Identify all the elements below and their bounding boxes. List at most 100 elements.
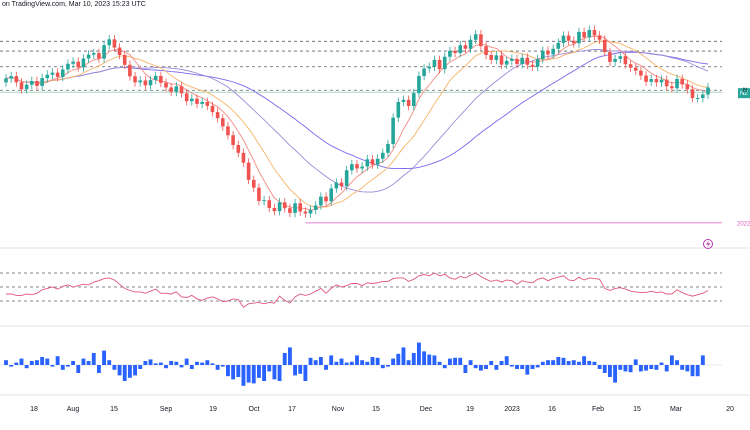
macd-histogram-bar (298, 365, 303, 374)
candle (324, 192, 328, 206)
candle (24, 80, 29, 94)
macd-histogram-bar (607, 365, 612, 377)
candle-body (411, 93, 416, 107)
x-axis-tick-label: 17 (288, 406, 296, 413)
macd-histogram-bar (143, 361, 148, 365)
candle-body (153, 75, 158, 81)
macd-histogram-bar (515, 365, 519, 369)
macd-histogram-bar (236, 365, 241, 377)
candle (231, 130, 235, 150)
candle-body (298, 203, 303, 212)
candle (644, 71, 648, 87)
candle-body (690, 89, 695, 99)
tradingview-watermark: on TradingView.com, Mar 10, 2023 15:23 U… (2, 1, 146, 8)
candle (293, 199, 297, 218)
macd-histogram-bar (60, 365, 65, 370)
macd-histogram-bar (463, 365, 468, 373)
macd-histogram-bar (86, 361, 91, 365)
candle-body (4, 78, 8, 83)
year-level-tag: 2022 (737, 221, 750, 227)
candle (680, 74, 684, 89)
macd-histogram-bar (210, 363, 215, 365)
candle-body (670, 86, 674, 89)
candle (602, 35, 607, 57)
candle-body (551, 48, 555, 55)
macd-histogram-bar (447, 358, 452, 365)
candle-body (535, 59, 540, 67)
candle (484, 41, 488, 60)
candle-body (324, 196, 328, 202)
candle (458, 40, 463, 58)
candle (4, 74, 8, 87)
macd-histogram-bar (29, 361, 34, 365)
candle (608, 47, 612, 67)
candle-body (458, 45, 463, 54)
candle-body (205, 101, 210, 106)
candle (391, 113, 395, 149)
candle (277, 198, 282, 216)
x-axis-tick-label: Nov (332, 406, 345, 413)
candle-body (200, 101, 204, 104)
x-axis-tick-label: Sep (160, 406, 173, 413)
lightning-icon[interactable] (703, 239, 713, 249)
candle (76, 57, 81, 72)
candle (215, 107, 220, 123)
macd-histogram-bar (685, 365, 690, 372)
candle (701, 90, 705, 103)
candle (628, 59, 633, 73)
x-axis-tick-label: Feb (592, 406, 604, 413)
candle (494, 51, 499, 65)
candle (262, 195, 266, 206)
candle-body (251, 179, 256, 188)
ma-fast-line (5, 35, 709, 211)
macd-histogram-bar (329, 355, 334, 365)
candle (40, 73, 44, 91)
candle (685, 80, 690, 94)
macd-histogram-bar (422, 351, 427, 365)
candle-body (556, 42, 561, 49)
macd-histogram-bar (556, 357, 561, 365)
candle (613, 54, 617, 67)
candle-body (344, 170, 349, 187)
candle-body (546, 50, 550, 55)
candle (133, 72, 137, 87)
x-axis-tick-label: Aug (67, 406, 80, 413)
candle-body (613, 58, 617, 62)
macd-histogram-bar (205, 360, 210, 365)
macd-histogram-bar (478, 365, 483, 371)
candle (479, 29, 483, 51)
macd-histogram-bar (442, 365, 447, 369)
candle-body (597, 35, 602, 40)
candle (257, 183, 261, 206)
macd-histogram-bar (680, 365, 685, 370)
candle (148, 75, 153, 90)
macd-histogram-bar (45, 358, 50, 365)
macd-histogram-bar (468, 360, 473, 365)
candle (520, 53, 524, 69)
candle-body (267, 200, 272, 208)
candle-body (515, 58, 519, 64)
candle (618, 51, 623, 64)
candle-body (479, 34, 483, 47)
x-axis-tick-label: 16 (548, 406, 556, 413)
candle-body (220, 118, 225, 127)
candle (66, 59, 70, 74)
macd-histogram-bar (380, 365, 385, 369)
macd-histogram-bar (618, 365, 623, 370)
candle (122, 50, 127, 70)
candle (473, 29, 478, 45)
macd-histogram-bar (623, 365, 628, 372)
candle-body (262, 200, 266, 202)
candle (50, 68, 55, 80)
candle-body (350, 164, 354, 171)
candle (386, 139, 390, 158)
macd-histogram-bar (4, 360, 8, 365)
candle-body (499, 55, 504, 65)
candle-body (179, 86, 184, 94)
candle (504, 56, 509, 69)
macd-histogram-bar (690, 365, 695, 377)
candle-body (659, 79, 664, 83)
candle-body (566, 35, 571, 41)
macd-histogram-bar (525, 365, 530, 375)
